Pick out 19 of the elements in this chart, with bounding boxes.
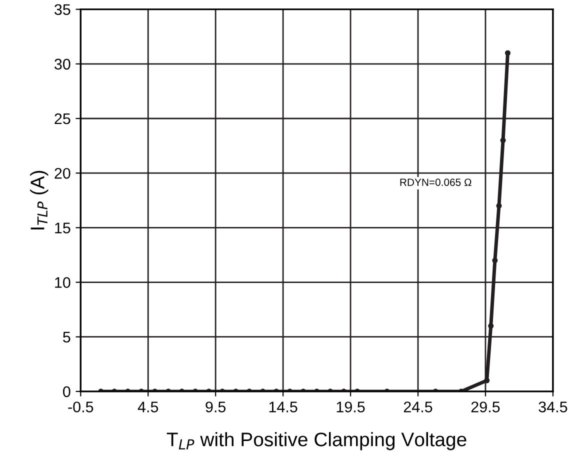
y-tick-label: 35	[54, 4, 70, 16]
y-tick-label: 0	[63, 386, 70, 398]
x-tick-label: 4.5	[138, 402, 158, 412]
y-tick-label: 5	[63, 332, 70, 343]
y-tick-label: 10	[55, 277, 70, 288]
x-tick-label: 29.5	[471, 402, 500, 412]
y-tick-label: 15	[55, 222, 70, 234]
x-tick-label: 34.5	[538, 402, 568, 412]
x-tick-label: 24.5	[404, 402, 432, 412]
annotation: RDYN=0.065 Ω	[400, 178, 472, 186]
x-axis-title: T$_{LP}$ with Positive Clamping Voltage	[166, 432, 466, 450]
y-tick-label: 25	[54, 113, 70, 124]
y-axis-title: I$_{TLP}$ (A)	[30, 170, 48, 230]
x-tick-label: -0.5	[68, 402, 94, 412]
x-tick-label: 9.5	[206, 402, 226, 412]
y-tick-label: 20	[54, 168, 70, 179]
x-tick-label: 19.5	[336, 402, 365, 412]
y-tick-label: 30	[54, 58, 70, 70]
x-tick-label: 14.5	[269, 402, 298, 412]
